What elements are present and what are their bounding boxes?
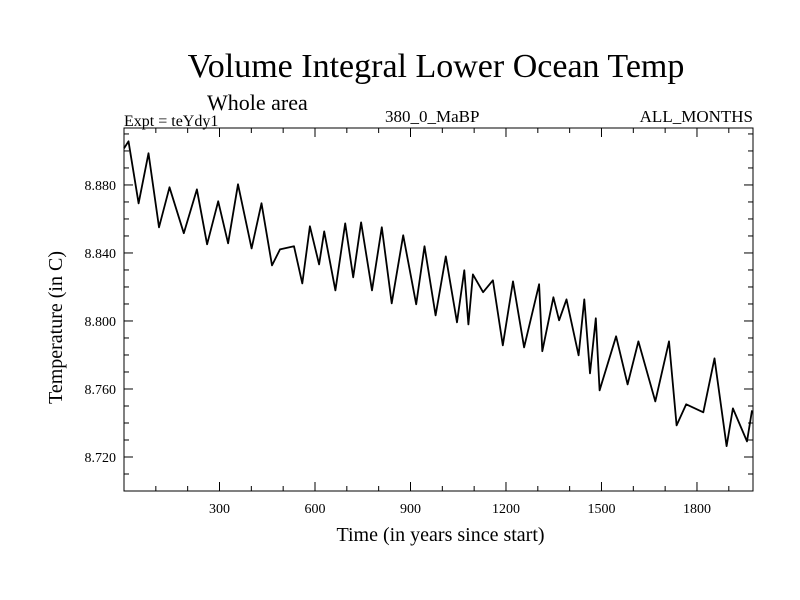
y-tick-label: 8.880 [85,179,117,194]
x-tick-label: 600 [304,502,325,517]
x-axis-label: Time (in years since start) [336,524,544,546]
plot-frame [123,127,754,492]
experiment-label: Expt = teYdy1 [124,113,219,130]
chart-title: Volume Integral Lower Ocean Temp [187,48,685,85]
axis-ticks [124,128,753,492]
y-tick-label: 8.760 [85,383,117,398]
months-label: ALL_MONTHS [639,107,753,126]
period-label: 380_0_MaBP [385,107,480,126]
x-tick-label: 900 [400,502,421,517]
series-line [123,140,753,447]
x-tick-label: 1500 [587,502,615,517]
chart-subtitle: Whole area [207,90,308,115]
axis-tick-labels: 300 600 900 1200 1500 1800 8.720 8.760 8.800 8.84… [85,179,711,517]
x-tick-label: 300 [209,502,230,517]
x-tick-label: 1800 [683,502,711,517]
y-tick-label: 8.840 [85,247,117,262]
y-tick-label: 8.720 [85,451,117,466]
y-tick-label: 8.800 [85,315,117,330]
y-axis-label: Temperature (in C) [45,251,67,404]
x-tick-label: 1200 [492,502,520,517]
